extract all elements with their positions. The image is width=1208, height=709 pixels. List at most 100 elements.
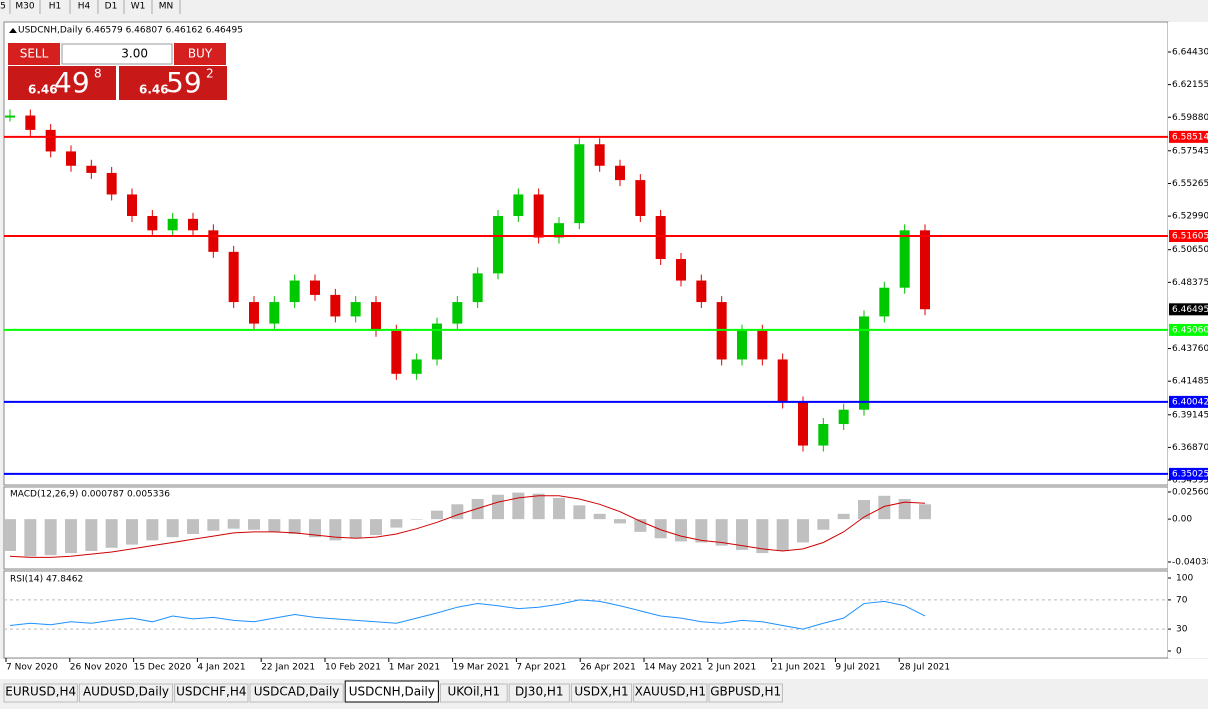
rsi-tick-label: 70 — [1176, 595, 1188, 605]
buy-price-box[interactable] — [119, 66, 227, 100]
price-tick-label: 6.48375 — [1172, 278, 1208, 288]
sell-button[interactable] — [8, 43, 60, 65]
level-label-box — [1169, 229, 1208, 242]
current-price-box — [1169, 303, 1208, 316]
price-tick-label: 6.57545 — [1172, 146, 1208, 156]
macd-bar — [797, 519, 809, 543]
rsi-label: RSI(14) 47.8462 — [10, 575, 83, 585]
macd-bar — [288, 519, 301, 534]
level-label: 6.58514 — [1172, 132, 1208, 142]
price-tick-label: 6.39145 — [1172, 410, 1208, 420]
tab[interactable] — [439, 683, 508, 703]
buy-button[interactable] — [174, 43, 226, 65]
candle — [25, 115, 36, 130]
tab-label[interactable]: USDCHF,H4 — [176, 685, 246, 699]
tab[interactable] — [570, 683, 633, 703]
macd-bar — [736, 519, 748, 550]
candle — [493, 215, 503, 274]
macd-label: MACD(12,26,9) 0.000787 0.005336 — [10, 490, 170, 500]
macd-tick-label: 0.025609 — [1172, 487, 1208, 497]
tab-label[interactable]: USDX,H1 — [574, 685, 628, 699]
sell-text: SELL — [20, 47, 49, 61]
timeframe-button[interactable]: 5 — [0, 2, 6, 12]
tab[interactable] — [708, 683, 783, 703]
macd-bar — [573, 505, 586, 520]
macd-bar — [695, 519, 708, 543]
candle — [350, 302, 361, 317]
price-tick-label: 6.43760 — [1172, 344, 1208, 354]
candle — [106, 172, 117, 195]
sell-pips: 49 — [54, 66, 90, 99]
tab-label[interactable]: XAUUSD,H1 — [635, 685, 706, 699]
sell-big: 6.46 — [28, 83, 58, 97]
tab[interactable] — [633, 683, 708, 703]
macd-bar — [24, 519, 37, 557]
timeframe-button[interactable]: M30 — [15, 2, 34, 12]
macd-bar — [187, 519, 199, 534]
tab[interactable] — [3, 683, 78, 703]
tab-label[interactable]: EURUSD,H4 — [5, 685, 76, 699]
candle — [66, 151, 76, 166]
tab[interactable] — [78, 683, 174, 703]
date-label: 7 Apr 2021 — [516, 663, 566, 673]
macd-bar — [248, 519, 260, 530]
macd-bar — [410, 519, 423, 520]
timeframe-button[interactable]: D1 — [105, 2, 118, 12]
volume-box[interactable] — [61, 43, 173, 65]
macd-bar — [126, 519, 138, 545]
price-tick-label: 6.55265 — [1172, 179, 1208, 189]
candle — [432, 323, 442, 360]
tab[interactable] — [174, 683, 249, 703]
macd-bar — [309, 519, 321, 538]
tab-label[interactable]: UKOil,H1 — [448, 685, 501, 699]
candle — [391, 330, 402, 374]
timeframe-button[interactable]: H4 — [78, 2, 91, 12]
date-label: 21 Jun 2021 — [772, 663, 826, 673]
date-label: 14 May 2021 — [644, 663, 703, 673]
tab[interactable] — [249, 683, 344, 703]
timeframe-button[interactable]: H1 — [49, 2, 62, 12]
macd-bar — [105, 519, 118, 548]
level-label-box — [1169, 395, 1208, 408]
rsi-tick-label: 30 — [1176, 625, 1188, 635]
macd-bar — [390, 519, 403, 528]
level-label-box — [1169, 130, 1208, 143]
level-label: 6.35025 — [1172, 469, 1208, 479]
tab[interactable] — [508, 683, 570, 703]
tab-label[interactable]: DJ30,H1 — [515, 685, 564, 699]
candle — [208, 230, 219, 252]
candle — [411, 359, 422, 374]
macd-bar — [207, 519, 220, 531]
timeframe-button[interactable]: MN — [159, 2, 174, 12]
macd-signal — [9, 495, 926, 558]
tab-label[interactable]: USDCNH,Daily — [349, 685, 435, 699]
macd-bar — [268, 519, 281, 532]
macd-bar — [146, 519, 159, 541]
date-label: 28 Jul 2021 — [899, 663, 950, 673]
tab-label[interactable]: USDCAD,Daily — [254, 685, 340, 699]
tab-label[interactable]: GBPUSD,H1 — [710, 685, 781, 699]
level-label-box — [1169, 467, 1208, 480]
candle — [879, 287, 890, 317]
price-tick-label: 6.41485 — [1172, 377, 1208, 387]
tab[interactable] — [344, 680, 439, 703]
macd-bar — [776, 519, 789, 551]
candle — [127, 194, 137, 216]
macd-bar — [919, 504, 931, 520]
candle — [859, 316, 869, 410]
price-tick-label: 6.36870 — [1172, 443, 1208, 453]
date-label: 26 Nov 2020 — [70, 663, 128, 673]
timeframe-button[interactable]: W1 — [131, 2, 146, 12]
macd-bar — [166, 519, 179, 538]
candle — [86, 165, 97, 173]
macd-bar — [898, 498, 911, 520]
rsi-tick-label: 100 — [1176, 574, 1193, 584]
candle — [676, 259, 686, 281]
macd-tick-label: -0.040381 — [1172, 557, 1208, 567]
candle — [228, 251, 239, 303]
price-tick-label: 6.64430 — [1172, 47, 1208, 57]
macd-bar — [44, 519, 57, 556]
tab-label[interactable]: AUDUSD,Daily — [83, 685, 169, 699]
sell-price-box[interactable] — [8, 66, 116, 100]
